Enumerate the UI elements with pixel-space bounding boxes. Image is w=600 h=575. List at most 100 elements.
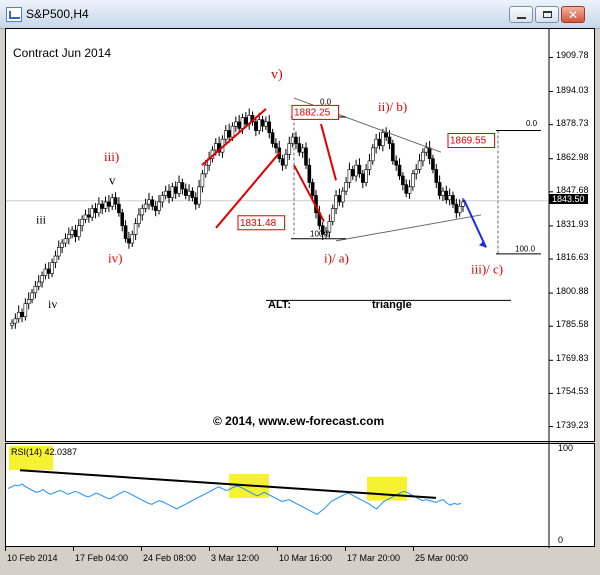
candle-body — [330, 208, 335, 222]
wave-label: iii) — [104, 149, 119, 164]
candle-body — [234, 121, 238, 127]
candle-body — [344, 182, 348, 192]
candle-body — [30, 292, 34, 300]
candle-body — [417, 160, 422, 170]
candle-body — [424, 147, 429, 153]
candle-body — [287, 143, 292, 155]
window-titlebar[interactable]: S&P500,H4 ✕ — [0, 0, 600, 29]
candle-body — [43, 268, 48, 276]
candle-body — [254, 121, 258, 131]
candle-body — [384, 132, 388, 138]
candle-body — [73, 229, 78, 237]
candle-body — [140, 208, 145, 216]
wave-label: 1869.55 — [450, 136, 487, 147]
candle-body — [297, 143, 302, 153]
wave-label: 0.0 — [320, 98, 332, 107]
candle-body — [177, 182, 181, 194]
candle-body — [113, 197, 118, 205]
candle-body — [10, 322, 14, 326]
candle-body — [150, 199, 155, 207]
candle-body — [327, 221, 332, 233]
wave-label: 100.0 — [515, 245, 536, 254]
close-button[interactable]: ✕ — [561, 6, 585, 23]
candle-body — [60, 242, 64, 248]
candle-body — [157, 201, 161, 211]
price-chart-svg: iviiiiv)iii)vv)1831.481882.250.0100.0i)/… — [6, 29, 553, 443]
candle-body — [197, 186, 201, 205]
candle-body — [213, 143, 218, 151]
candle-body — [130, 234, 135, 244]
time-axis-label: 3 Mar 12:00 — [211, 553, 260, 563]
candle-body — [370, 147, 375, 162]
candle-body — [53, 255, 58, 263]
candle-body — [357, 164, 362, 175]
candle-body — [264, 121, 268, 127]
candle-body — [63, 238, 68, 244]
candle-body — [387, 136, 392, 144]
maximize-button[interactable] — [535, 6, 559, 23]
projection-arrow-shaft — [463, 199, 487, 248]
minimize-button[interactable] — [509, 6, 533, 23]
candle-body — [173, 186, 178, 194]
candle-body — [237, 121, 241, 129]
wave-label: v) — [271, 68, 283, 83]
candle-body — [190, 190, 195, 198]
candle-body — [230, 125, 235, 138]
candle-body — [56, 247, 61, 257]
candle-body — [401, 175, 405, 185]
time-axis-label: 10 Mar 16:00 — [279, 553, 333, 563]
candle-body — [274, 143, 278, 149]
candle-body — [180, 182, 185, 190]
candle-body — [107, 201, 111, 207]
candle-body — [127, 238, 131, 244]
candle-body — [33, 286, 38, 294]
candle-body — [137, 214, 141, 224]
rsi-chart-svg — [7, 444, 550, 548]
candle-body — [447, 195, 452, 201]
price-chart-pane[interactable]: iv iii iv) iii) v v) 1831.48 1882.25 0.0 100.0 i)/… — [5, 28, 595, 443]
candle-body — [133, 223, 138, 235]
candle-body — [187, 190, 191, 196]
candle-body — [391, 143, 395, 162]
wave-label: 0.0 — [526, 119, 538, 128]
candle-body — [360, 173, 365, 183]
minimize-icon — [516, 16, 526, 19]
wave-label: 1882.25 — [294, 107, 331, 118]
candle-body — [70, 229, 74, 235]
wave-label: iv) — [108, 251, 122, 266]
candle-body — [340, 190, 345, 203]
candle-body — [147, 199, 151, 205]
candle-body — [23, 303, 28, 317]
candle-body — [421, 151, 425, 162]
candle-body — [257, 119, 262, 131]
wave-line-b — [320, 123, 337, 181]
wave-line-up-right — [215, 151, 281, 229]
candle-body — [40, 275, 44, 283]
candle-body — [437, 182, 442, 196]
rsi-line — [7, 483, 462, 515]
candle-body — [20, 312, 24, 317]
candle-body — [143, 203, 148, 209]
candle-body — [163, 190, 168, 196]
candle-body — [397, 164, 402, 177]
candle-body — [457, 205, 462, 214]
candle-body — [461, 201, 465, 207]
candle-body — [167, 190, 171, 198]
candle-body — [320, 225, 325, 235]
candle-body — [50, 262, 54, 274]
candle-body — [110, 197, 115, 207]
candle-body — [404, 184, 409, 194]
time-axis-label: 17 Mar 20:00 — [347, 553, 401, 563]
time-axis-label: 25 Mar 00:00 — [415, 553, 469, 563]
candle-body — [240, 117, 245, 129]
candle-body — [364, 169, 368, 183]
candle-body — [394, 160, 398, 166]
rsi-highlight-2 — [367, 476, 407, 501]
candle-body — [80, 218, 84, 227]
candle-body — [414, 169, 419, 175]
rsi-pane[interactable] — [5, 443, 595, 548]
candle-body — [307, 164, 312, 183]
candle-body — [377, 138, 382, 146]
wave-label: iv — [48, 297, 57, 311]
candle-body — [244, 117, 248, 125]
